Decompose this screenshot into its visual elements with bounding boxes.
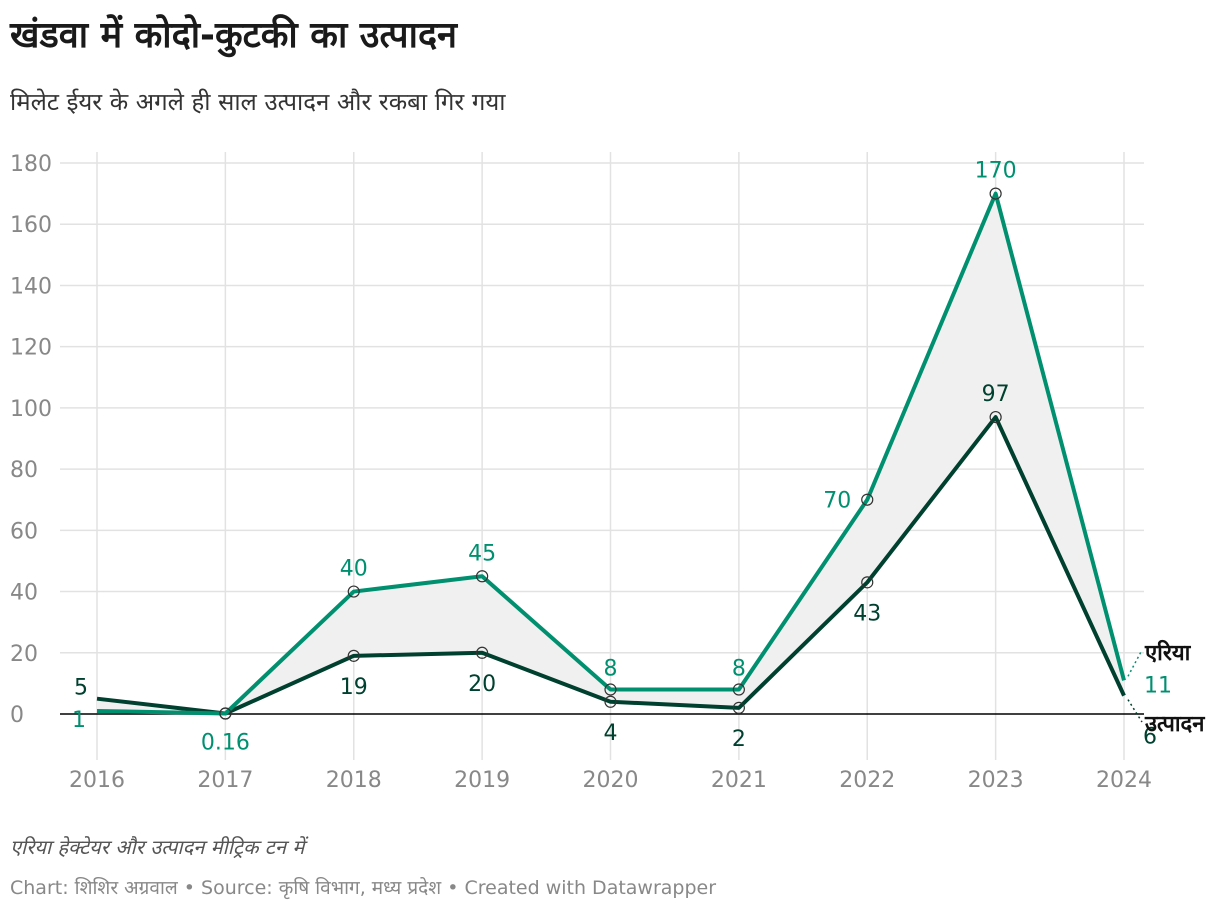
data-label-area: 70 [823, 489, 851, 514]
data-point-area [861, 493, 874, 506]
chart-title: खंडवा में कोदो-कुटकी का उत्पादन [10, 15, 458, 56]
data-label-area: 8 [604, 657, 618, 682]
series-line-area [96, 191, 1126, 716]
data-point-production [347, 649, 360, 662]
series-line-production [96, 415, 1126, 716]
y-tick-label: 20 [10, 642, 38, 667]
x-tick-label: 2016 [69, 768, 125, 793]
data-point-area [989, 187, 1002, 200]
y-tick-label: 100 [10, 397, 52, 422]
data-label-production: 43 [853, 601, 881, 626]
data-label-area: 0.16 [201, 731, 250, 756]
data-label-production: 5 [74, 676, 88, 701]
chart-credits: Chart: शिशिर अग्रवाल • Source: कृषि विभा… [10, 877, 717, 899]
data-point-area [347, 585, 360, 598]
data-point-production [604, 695, 617, 708]
x-tick-label: 2021 [711, 768, 767, 793]
series-name-area: एरिया [1144, 639, 1192, 666]
chart-subtitle: मिलेट ईयर के अगले ही साल उत्पादन और रकबा… [10, 88, 506, 116]
data-label-area: 170 [975, 159, 1017, 184]
data-label-production: 6 [1143, 725, 1157, 750]
data-point-production [219, 707, 232, 720]
range-fill [97, 193, 1124, 714]
y-tick-label: 0 [10, 703, 24, 728]
y-tick-label: 140 [10, 274, 52, 299]
data-label-production: 2 [732, 727, 746, 752]
y-tick-label: 60 [10, 519, 38, 544]
data-label-area: 40 [340, 557, 368, 582]
data-label-production: 97 [982, 382, 1010, 407]
data-point-production [732, 701, 745, 714]
data-label-area: 8 [732, 657, 746, 682]
data-point-area [732, 683, 745, 696]
series-name-production: उत्पादन [1144, 712, 1205, 737]
legend-leader-area [1127, 649, 1143, 677]
y-tick-label: 40 [10, 581, 38, 606]
y-tick-label: 120 [10, 336, 52, 361]
data-label-area: 1 [72, 708, 86, 733]
x-tick-label: 2023 [968, 768, 1024, 793]
data-point-area [476, 570, 489, 583]
y-tick-label: 160 [10, 213, 52, 238]
data-label-area: 45 [468, 541, 496, 566]
x-tick-label: 2022 [839, 768, 895, 793]
data-point-production [861, 576, 874, 589]
data-label-production: 20 [468, 672, 496, 697]
data-point-production [476, 646, 489, 659]
legend-leader-production [1127, 699, 1143, 723]
x-tick-label: 2018 [326, 768, 382, 793]
data-label-production: 4 [604, 721, 618, 746]
x-tick-label: 2024 [1096, 768, 1152, 793]
x-tick-label: 2019 [454, 768, 510, 793]
y-tick-label: 180 [10, 152, 52, 177]
data-label-area: 11 [1144, 673, 1172, 698]
chart-note: एरिया हेक्टेयर और उत्पादन मीट्रिक टन में [10, 835, 305, 859]
y-tick-label: 80 [10, 458, 38, 483]
data-label-production: 19 [340, 675, 368, 700]
data-point-production [989, 410, 1002, 424]
x-tick-label: 2017 [197, 768, 253, 793]
x-tick-label: 2020 [583, 768, 639, 793]
data-point-area [604, 683, 617, 696]
